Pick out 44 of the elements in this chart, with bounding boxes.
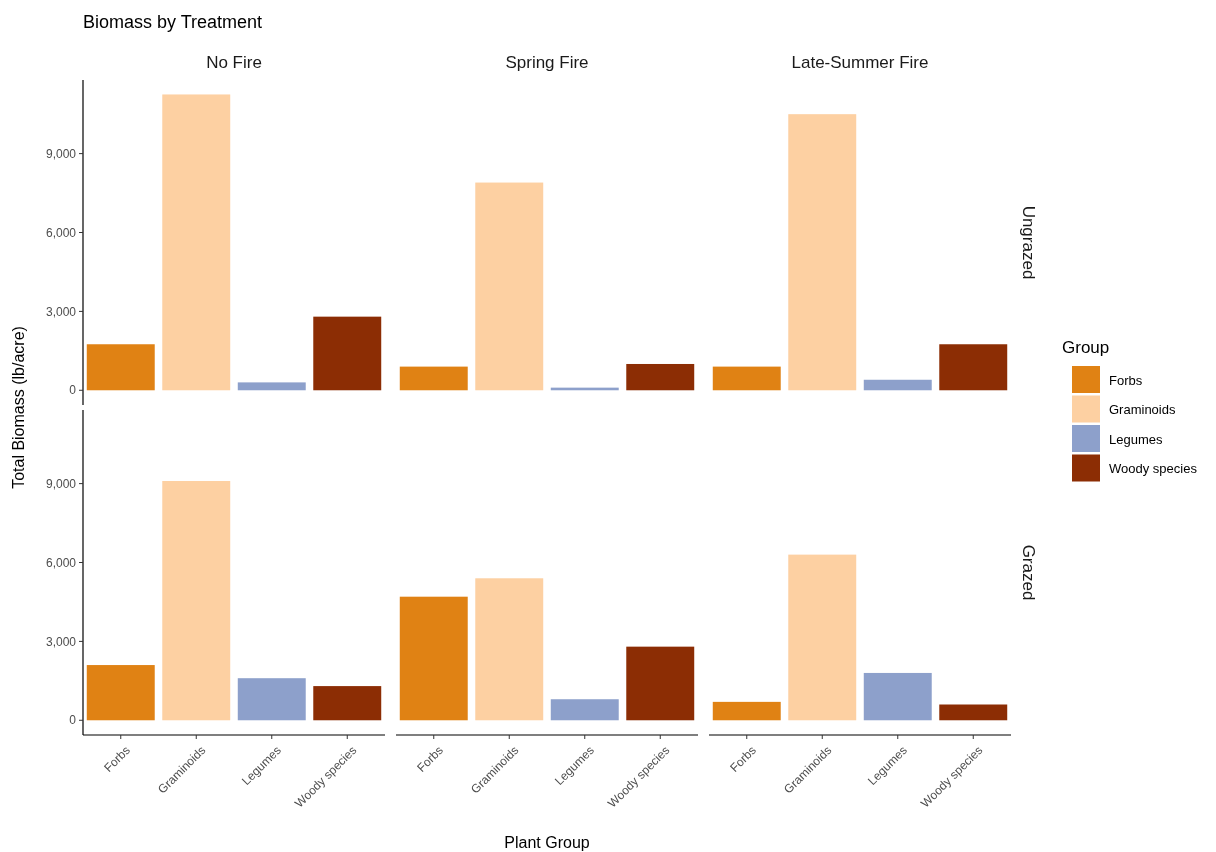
x-axis-title: Plant Group [504,834,590,851]
bar [475,578,544,721]
bar [550,699,619,721]
legend-label: Legumes [1109,431,1163,447]
bar [712,366,781,391]
y-tick-label: 9,000 [45,146,77,161]
text: Spring Fire [505,53,589,72]
bar [162,481,231,721]
y-tick-label: 3,000 [45,634,77,649]
bar [237,678,306,721]
bar [86,665,155,721]
legend-title: Group [1062,338,1110,357]
y-tick-label: 6,000 [45,555,77,570]
bar [399,366,468,391]
bar [313,316,382,391]
y-tick-label: 6,000 [45,225,77,240]
legend-label: Forbs [1109,372,1143,388]
bar [788,554,857,721]
bar [237,382,306,391]
text: No Fire [206,53,262,72]
legend-label: Woody species [1109,461,1198,477]
bar [939,704,1008,721]
y-tick-label: 0 [69,713,77,728]
y2-axis-title: Ungrazed [1019,205,1038,280]
text: Late-Summer Fire [791,53,929,72]
bar [939,344,1008,391]
bar [399,596,468,721]
y-tick-label: 9,000 [45,476,77,491]
bar [626,363,695,391]
bar [475,182,544,391]
legend-label: Graminoids [1109,402,1176,418]
bar [863,672,932,721]
chart-title: Biomass by Treatment [83,12,263,32]
bar [313,686,382,721]
bar [788,114,857,391]
y-axis-title: Total Biomass (lb/acre) [10,326,27,489]
bar [863,379,932,391]
y-tick-label: 3,000 [45,304,77,319]
bar [712,701,781,721]
y2-axis-title: Grazed [1019,544,1038,601]
y-tick-label: 0 [69,383,77,398]
bar [162,94,231,391]
bar [626,646,695,721]
bar [86,344,155,391]
